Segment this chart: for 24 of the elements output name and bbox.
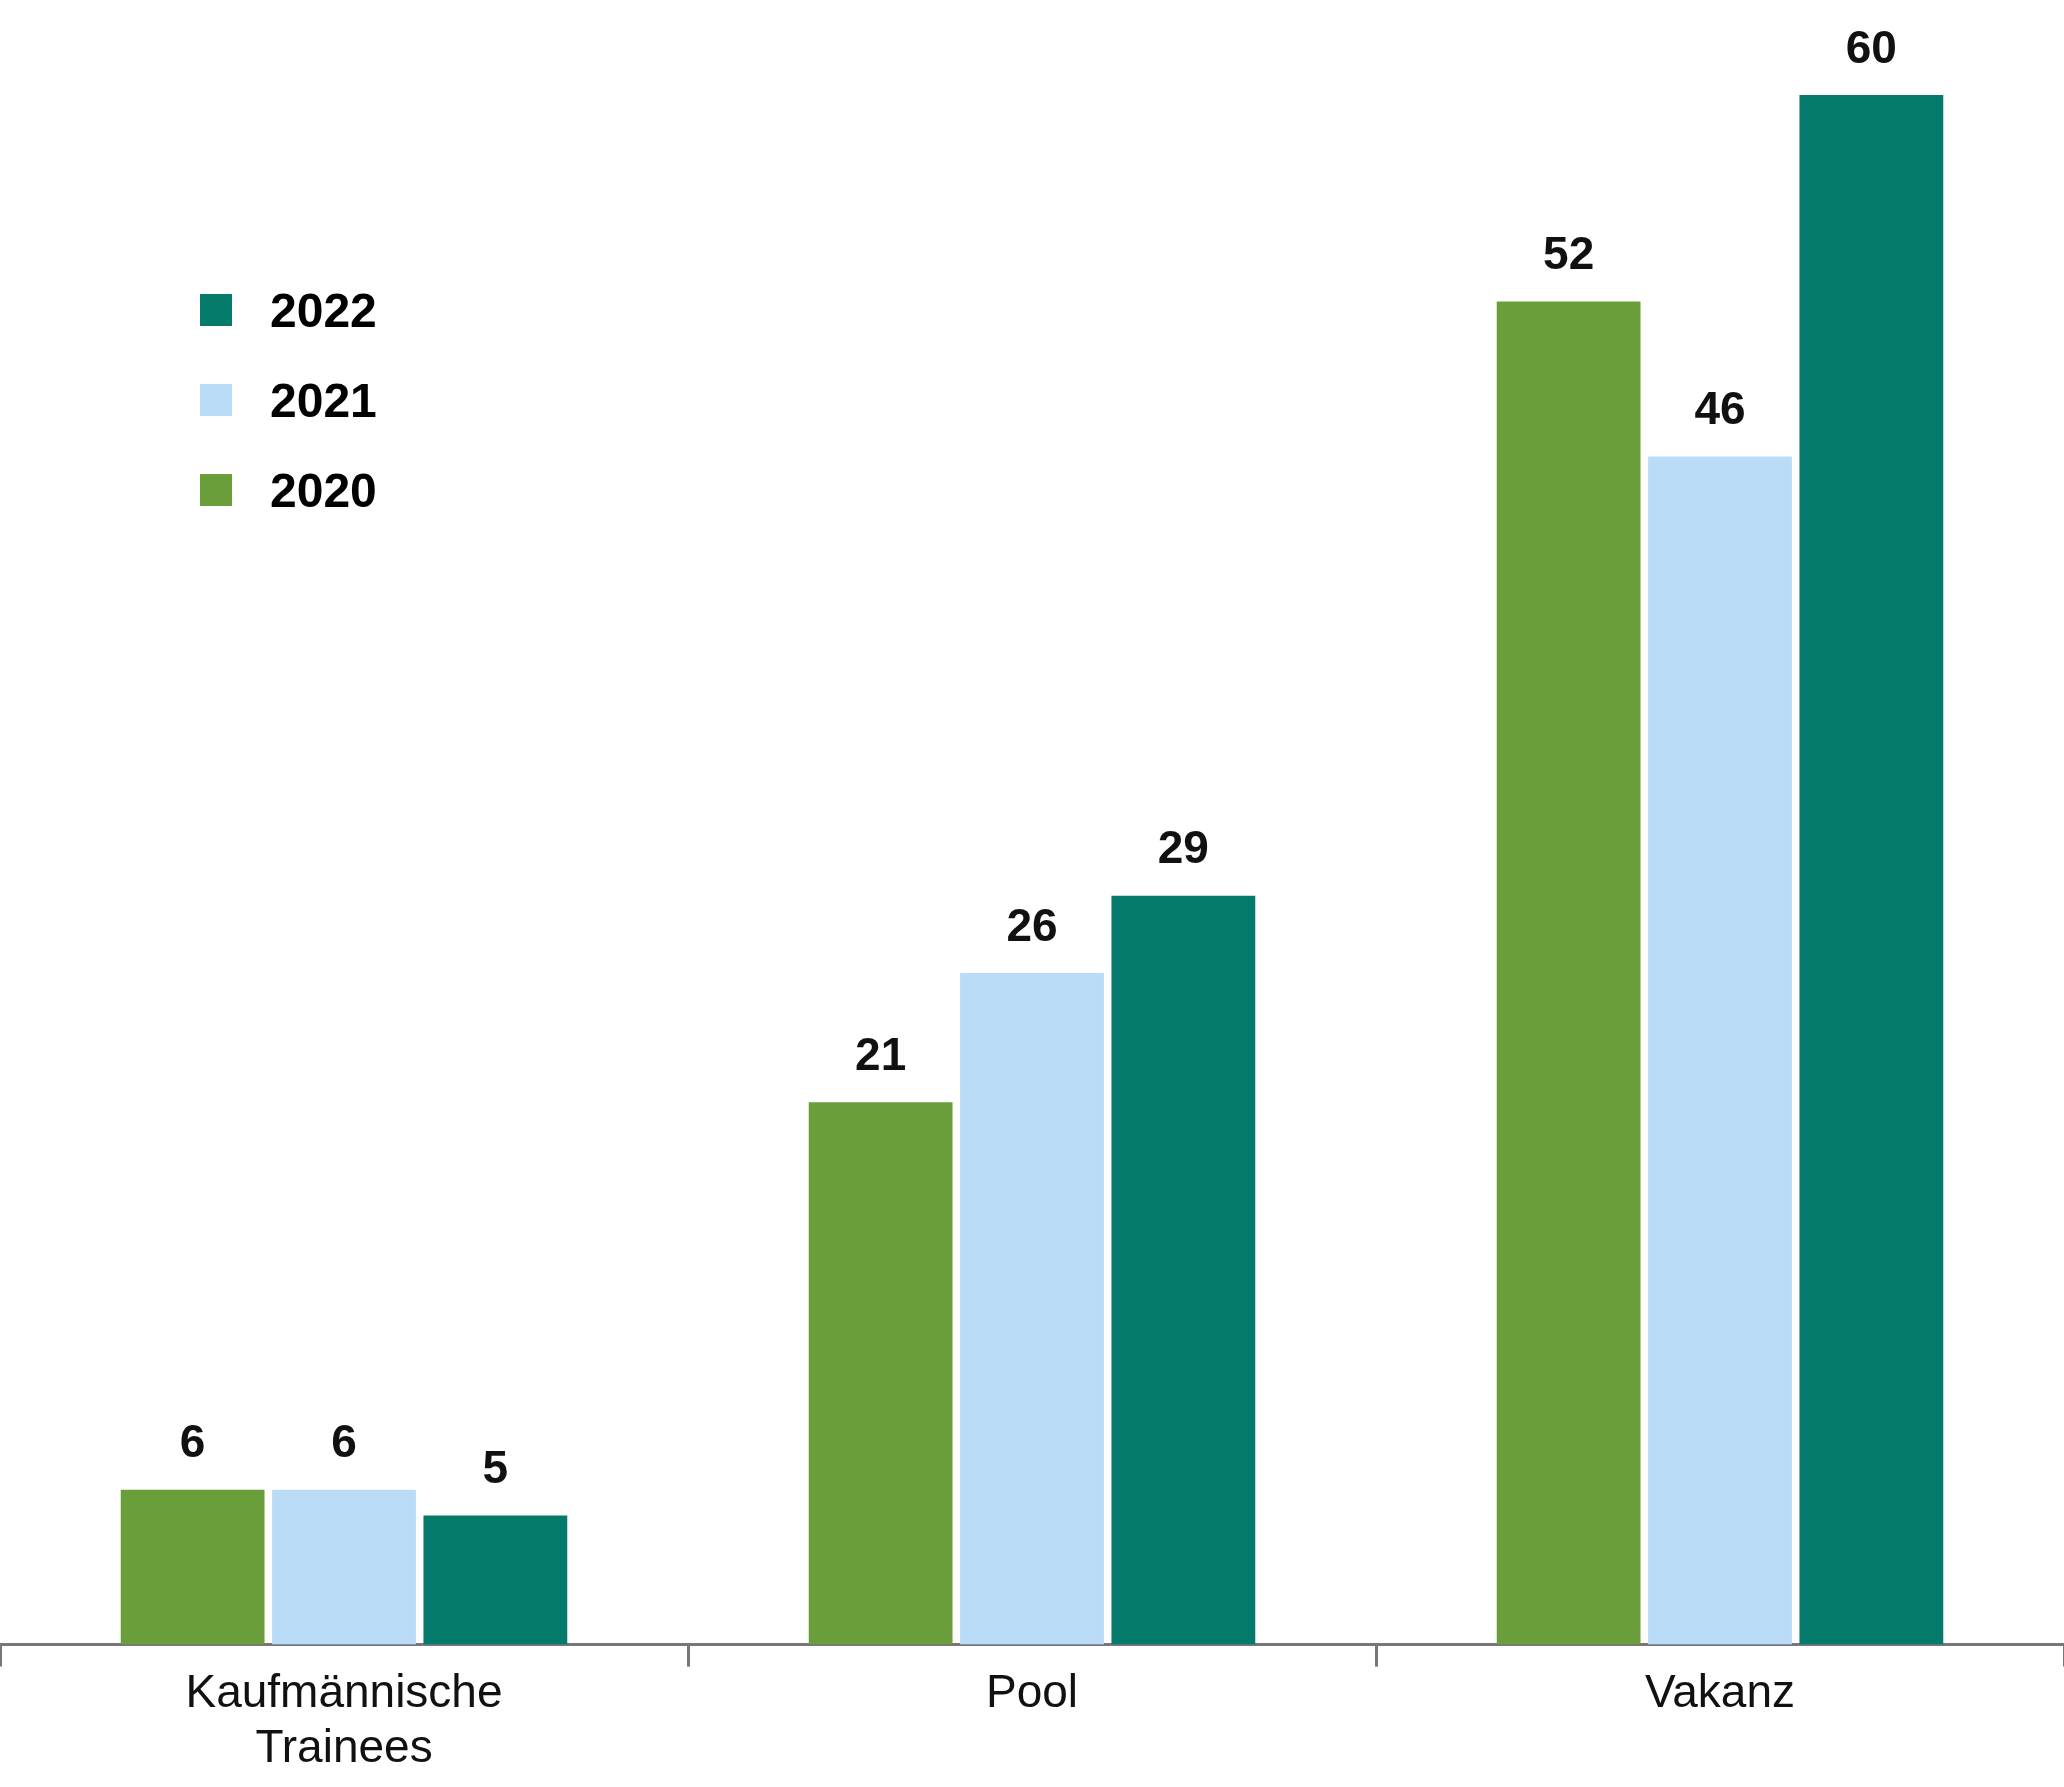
x-tick-label: Vakanz <box>1644 1664 1796 1717</box>
bar <box>272 1489 416 1645</box>
bar <box>808 1102 953 1645</box>
data-label: 29 <box>1157 821 1209 874</box>
data-label: 21 <box>855 1027 907 1080</box>
legend-label: 2021 <box>270 372 377 428</box>
bar <box>1648 456 1792 1645</box>
bar <box>1799 95 1944 1645</box>
legend-label: 2020 <box>270 462 377 518</box>
data-label: 6 <box>331 1415 357 1468</box>
data-label: 52 <box>1543 227 1595 280</box>
legend-label: 2022 <box>270 282 377 338</box>
bar <box>960 973 1104 1645</box>
x-tick-label: Kaufmännische Trainees <box>185 1664 503 1773</box>
data-label: 26 <box>1006 898 1058 951</box>
data-label: 5 <box>482 1441 509 1494</box>
bar <box>1496 301 1641 1645</box>
bar <box>1111 895 1256 1645</box>
bar <box>423 1515 568 1645</box>
data-label: 6 <box>179 1415 206 1468</box>
data-label: 46 <box>1694 382 1746 435</box>
x-tick-label: Pool <box>985 1664 1079 1717</box>
data-label: 60 <box>1845 20 1897 73</box>
bar <box>120 1489 265 1645</box>
